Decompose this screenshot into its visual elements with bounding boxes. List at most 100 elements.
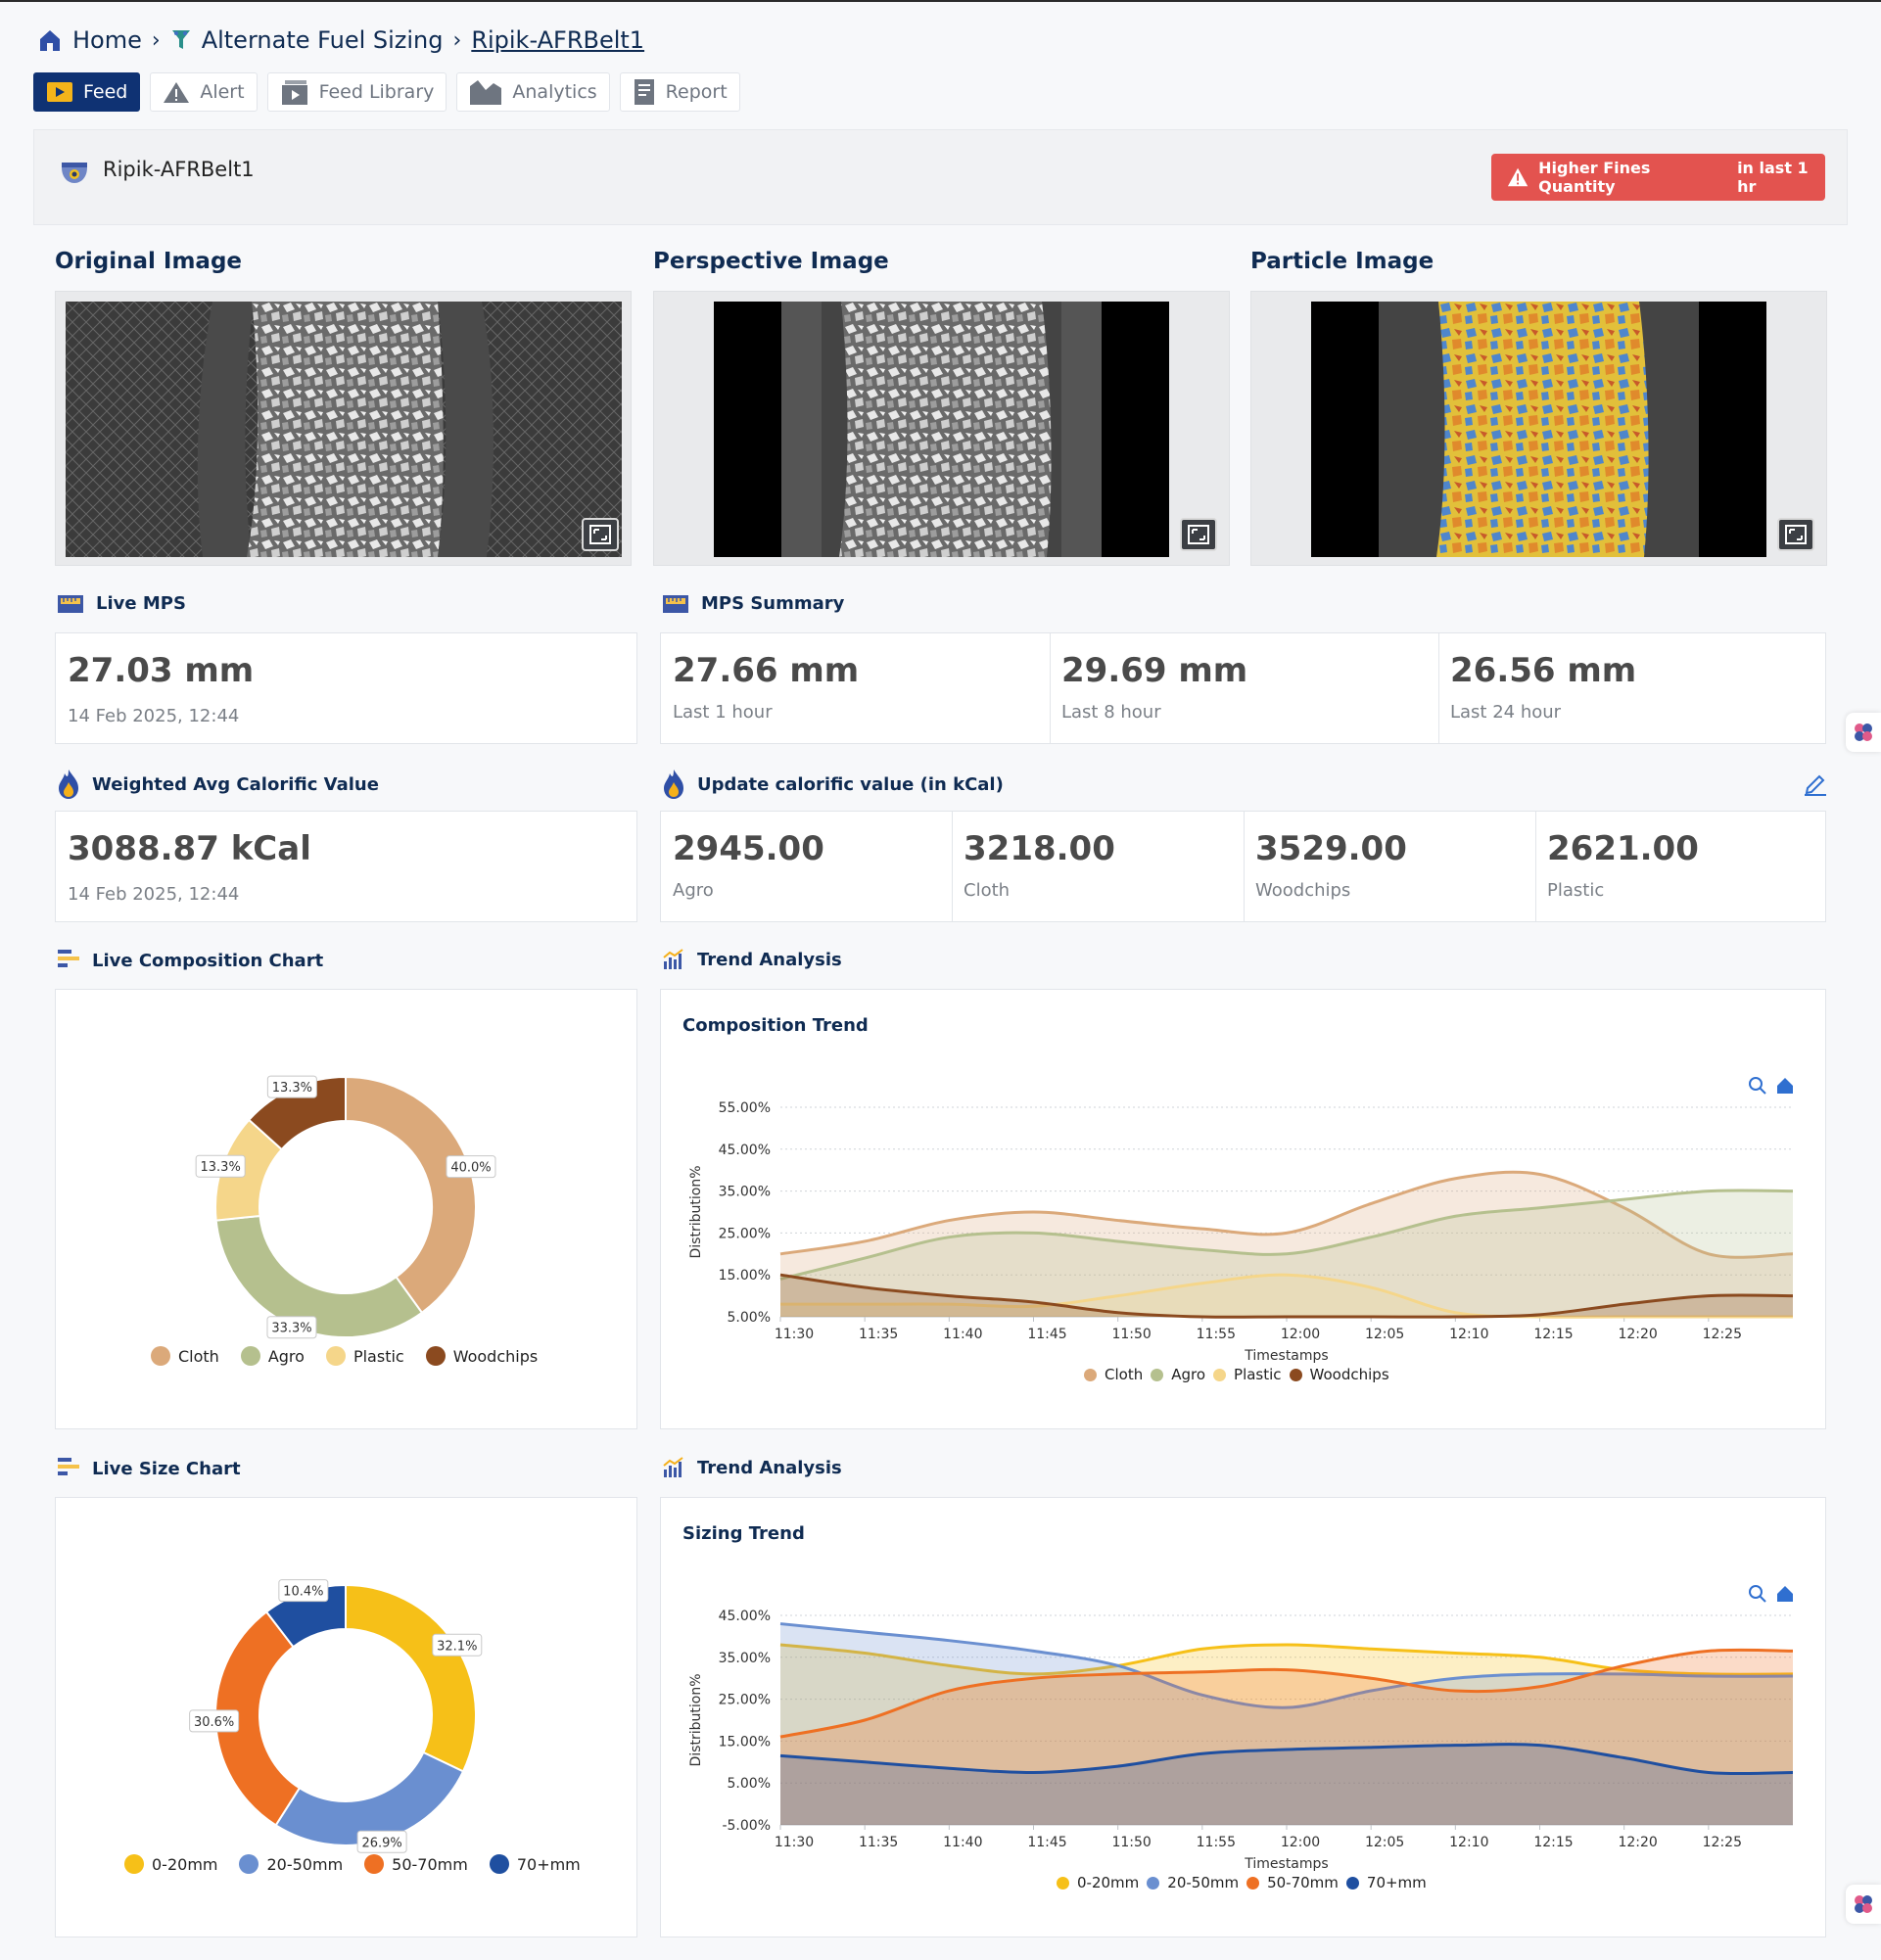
breadcrumb-current[interactable]: Ripik-AFRBelt1 (471, 26, 645, 54)
legend-label: 20-50mm (266, 1854, 344, 1874)
assistant-button[interactable] (1846, 713, 1881, 752)
donut-slice[interactable] (214, 1214, 424, 1338)
original-image-panel (55, 291, 632, 566)
legend-item-0-20mm[interactable]: 0-20mm (1057, 1874, 1139, 1891)
breadcrumb-home-label: Home (72, 26, 142, 54)
calorific-item[interactable]: 2621.00 Plastic (1535, 812, 1827, 923)
expand-perspective-button[interactable] (1180, 518, 1217, 551)
edit-icon[interactable] (1804, 771, 1827, 797)
zoom-icon[interactable] (1749, 1585, 1766, 1603)
series-line[interactable] (779, 1643, 1794, 1676)
ruler-icon (58, 595, 83, 613)
series-line[interactable] (779, 1648, 1794, 1739)
legend-dot (325, 1346, 346, 1366)
legend-item-plastic[interactable]: Plastic (1213, 1366, 1282, 1383)
donut-slice[interactable] (345, 1075, 477, 1315)
legend-item-cloth[interactable]: Cloth (1084, 1366, 1143, 1383)
donut-slice[interactable] (247, 1075, 347, 1151)
legend-item-cloth[interactable]: Cloth (151, 1346, 219, 1366)
mps-summary-value: 27.66 mm (673, 651, 860, 690)
legend-item-50-70mm[interactable]: 50-70mm (1246, 1874, 1339, 1891)
reset-home-icon[interactable] (1777, 1586, 1793, 1602)
particle-image (1311, 302, 1766, 557)
expand-particle-button[interactable] (1777, 518, 1814, 551)
donut-slice[interactable] (214, 1610, 302, 1827)
reset-home-icon[interactable] (1777, 1078, 1793, 1094)
legend-item-20-50mm[interactable]: 20-50mm (1147, 1874, 1239, 1891)
series-line[interactable] (779, 1743, 1794, 1776)
series-area (780, 1644, 1793, 1825)
series-line[interactable] (779, 1622, 1794, 1709)
tab-feed[interactable]: Feed (33, 72, 141, 112)
size-legend: 0-20mm 20-50mm 50-70mm 70+mm (124, 1854, 581, 1874)
x-tick-label: 12:20 (1618, 1835, 1657, 1850)
legend-item-70mm[interactable]: 70+mm (489, 1854, 581, 1874)
calorific-item[interactable]: 3218.00 Cloth (952, 812, 1244, 923)
legend-item-woodchips[interactable]: Woodchips (1289, 1366, 1389, 1383)
expand-original-button[interactable] (582, 518, 619, 551)
x-tick-label: 11:40 (943, 1835, 982, 1850)
legend-dot (1151, 1368, 1164, 1381)
bar-list-icon (58, 1458, 79, 1475)
series-line[interactable] (779, 1273, 1794, 1319)
legend-item-50-70mm[interactable]: 50-70mm (364, 1854, 468, 1874)
perspective-image-panel (653, 291, 1230, 566)
calorific-item-label: Agro (673, 880, 714, 901)
legend-label: 70+mm (1366, 1874, 1427, 1891)
legend-label: Agro (1171, 1366, 1206, 1383)
calorific-item[interactable]: 3529.00 Woodchips (1244, 812, 1535, 923)
calorific-header: Weighted Avg Calorific Value (57, 769, 379, 800)
tab-alert[interactable]: Alert (150, 72, 258, 112)
legend-item-20-50mm[interactable]: 20-50mm (239, 1854, 343, 1874)
tab-label: Feed Library (318, 81, 435, 103)
tab-analytics[interactable]: Analytics (456, 72, 610, 112)
legend-label: Plastic (353, 1346, 404, 1366)
x-tick-label: 12:15 (1533, 1327, 1573, 1342)
x-tick-label: 12:25 (1703, 1327, 1742, 1342)
update-calorific-card: 2945.00 Agro 3218.00 Cloth 3529.00 Woodc… (660, 811, 1826, 922)
x-axis-title: Timestamps (1244, 1856, 1328, 1872)
tab-feed-library[interactable]: Feed Library (266, 72, 447, 112)
document-icon (634, 79, 654, 105)
alert-badge[interactable]: Higher Fines Quantity in last 1 hr (1491, 154, 1825, 201)
bar-list-icon (58, 950, 79, 967)
svg-text:33.3%: 33.3% (271, 1322, 311, 1336)
x-tick-label: 12:15 (1533, 1835, 1573, 1850)
trend-header-2: Trend Analysis (662, 1456, 842, 1479)
legend-item-agro[interactable]: Agro (240, 1346, 305, 1366)
assistant-button[interactable] (1846, 1885, 1881, 1924)
breadcrumb-home[interactable]: Home (37, 26, 142, 54)
x-tick-label: 12:10 (1449, 1835, 1488, 1850)
x-tick-label: 12:00 (1281, 1835, 1320, 1850)
tab-report[interactable]: Report (619, 72, 740, 112)
composition-chart-card: 40.0% 33.3% 13.3% 13.3% Cloth Agro Plastic … (55, 989, 637, 1429)
y-tick-label: 45.00% (719, 1143, 771, 1158)
divider (1535, 812, 1536, 921)
x-tick-label: 12:05 (1365, 1327, 1404, 1342)
x-tick-label: 12:10 (1449, 1327, 1488, 1342)
y-tick-label: 35.00% (719, 1185, 771, 1200)
series-line[interactable] (779, 1273, 1793, 1319)
donut-data-label: 30.6% (189, 1709, 240, 1733)
x-tick-label: 11:30 (775, 1835, 814, 1850)
live-mps-card: 27.03 mm 14 Feb 2025, 12:44 (55, 632, 637, 744)
legend-dot (1147, 1876, 1160, 1890)
donut-slice[interactable] (345, 1583, 477, 1773)
legend-item-0-20mm[interactable]: 0-20mm (124, 1854, 217, 1874)
legend-item-woodchips[interactable]: Woodchips (425, 1346, 538, 1366)
series-line[interactable] (779, 1189, 1794, 1281)
x-tick-label: 11:30 (775, 1327, 814, 1342)
divider (1050, 633, 1051, 743)
calorific-item-value: 3529.00 (1255, 829, 1407, 868)
alert-since: in last 1 hr (1737, 159, 1809, 196)
legend-item-plastic[interactable]: Plastic (325, 1346, 404, 1366)
legend-dot (124, 1854, 144, 1874)
series-line[interactable] (779, 1170, 1794, 1259)
breadcrumb-section[interactable]: Alternate Fuel Sizing (170, 26, 444, 54)
legend-item-agro[interactable]: Agro (1151, 1366, 1205, 1383)
y-tick-label: 5.00% (728, 1776, 771, 1792)
zoom-icon[interactable] (1749, 1077, 1766, 1095)
legend-label: 50-70mm (1267, 1874, 1339, 1891)
legend-item-70mm[interactable]: 70+mm (1345, 1874, 1427, 1891)
calorific-item[interactable]: 2945.00 Agro (661, 812, 952, 923)
